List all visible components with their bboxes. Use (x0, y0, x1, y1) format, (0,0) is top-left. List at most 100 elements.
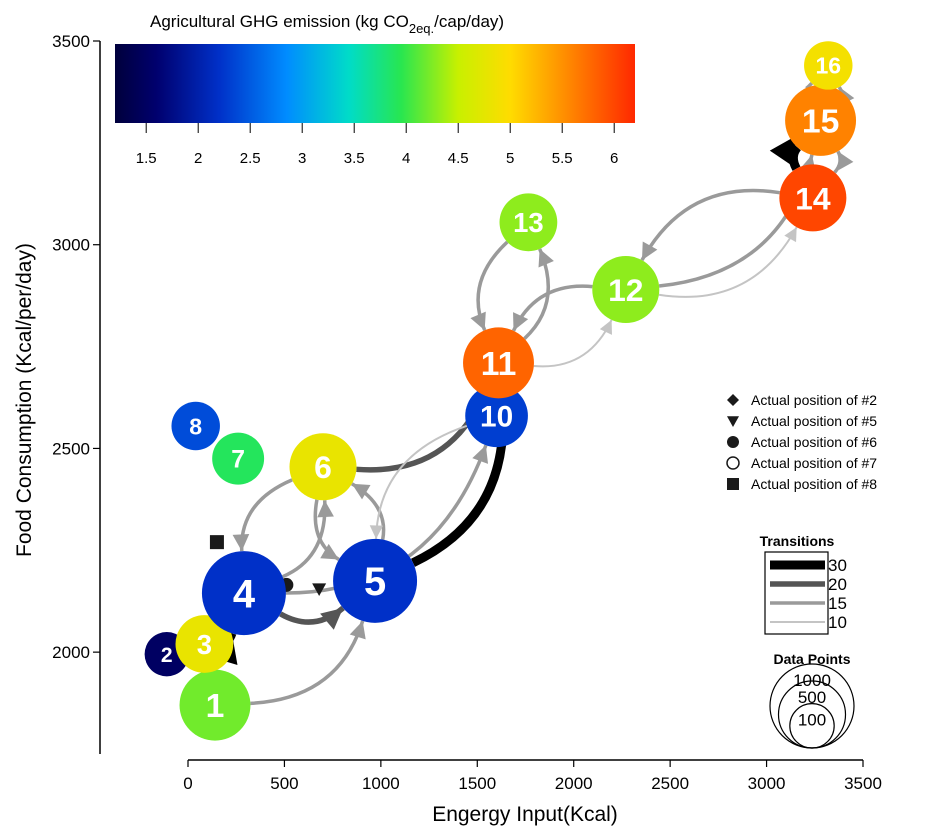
transition-15-to-14 (769, 136, 802, 171)
transition-11-to-12 (533, 319, 613, 368)
colorbar-ticks: 1.5 2 2.5 3 3.5 4 4.5 5 5.5 6 (136, 123, 618, 167)
y-tick-label: 2500 (52, 439, 90, 458)
state-node-circle (212, 432, 265, 485)
colorbar-tick-label: 1.5 (136, 150, 157, 167)
legend-marker (726, 456, 740, 470)
state-node-16: 16 (804, 41, 853, 90)
state-node-circle (804, 41, 853, 90)
transition-line (511, 284, 593, 332)
legend-marker (727, 416, 739, 427)
transitions-legend-label: 20 (828, 575, 847, 594)
transition-arrowhead (472, 445, 489, 464)
transition-arrowhead (837, 151, 854, 171)
colorbar-tick-label: 5 (506, 150, 514, 167)
state-node-label: 4 (233, 572, 255, 616)
actual-position-legend: Actual position of #2 Actual position of … (726, 392, 877, 492)
transition-arrowhead (784, 227, 797, 243)
state-node-10: 10 (465, 384, 528, 448)
y-tick-label: 2000 (52, 643, 90, 662)
state-node-15: 15 (785, 84, 857, 156)
state-node-label: 11 (481, 346, 517, 383)
state-node-8: 8 (171, 401, 220, 451)
transition-arrowhead (232, 534, 250, 552)
legend-label: Actual position of #5 (751, 413, 877, 429)
y-tick-label: 3000 (52, 236, 90, 255)
state-node-5: 5 (333, 538, 418, 623)
transition-4-to-6 (281, 500, 334, 579)
state-node-label: 15 (802, 104, 839, 141)
colorbar-gradient (115, 44, 635, 123)
transition-12-to-14 (658, 226, 798, 298)
state-node-7: 7 (212, 432, 265, 485)
state-node-3: 3 (175, 615, 234, 673)
transition-arrowhead (599, 319, 612, 335)
transition-arrowhead (351, 483, 371, 500)
x-tick-label: 0 (183, 774, 192, 793)
x-ticks: 0 500 1000 1500 2000 2500 3000 3500 (183, 760, 882, 793)
transition-line (375, 424, 468, 539)
colorbar-tick-label: 3.5 (344, 150, 365, 167)
transition-arrowhead (513, 312, 529, 331)
colorbar-tick-label: 5.5 (552, 150, 573, 167)
y-axis-label: Food Consumption (Kcal/per/day) (13, 243, 36, 557)
transition-line (533, 319, 613, 368)
state-node-circle (779, 164, 847, 232)
state-node-label: 10 (480, 401, 513, 434)
x-tick-label: 3500 (844, 774, 882, 793)
transition-4-to-5 (279, 605, 345, 630)
transition-13-to-11 (470, 240, 509, 331)
state-node-circle (785, 84, 857, 156)
transitions-legend-label: 30 (828, 556, 847, 575)
transition-12-to-11 (511, 284, 593, 332)
axes: 0 500 1000 1500 2000 2500 3000 3500 20002500300… (13, 32, 882, 826)
legend-label: Actual position of #6 (751, 434, 877, 450)
transition-line (658, 226, 798, 298)
legend-marker (727, 394, 739, 406)
state-node-label: 14 (795, 180, 831, 216)
state-node-14: 14 (779, 164, 847, 232)
points-legend-label: 500 (798, 688, 826, 707)
x-tick-label: 1000 (362, 774, 400, 793)
x-axis-label: Engergy Input(Kcal) (432, 803, 618, 826)
state-node-circle (289, 433, 357, 501)
transition-line (640, 188, 781, 262)
state-node-circle (499, 193, 558, 252)
colorbar-tick-label: 3 (298, 150, 306, 167)
legend-marker (727, 478, 739, 490)
legend-label: Actual position of #7 (751, 455, 877, 471)
transitions-legend-title: Transitions (760, 533, 835, 549)
y-ticks: 2000 2500 3000 3500 (52, 32, 100, 662)
transition-10-to-5 (369, 424, 468, 539)
transition-arrowhead (349, 620, 366, 640)
y-tick-label: 3500 (52, 32, 90, 51)
x-tick-label: 2500 (651, 774, 689, 793)
transition-14-to-12 (640, 188, 781, 262)
state-node-label: 7 (231, 446, 245, 473)
state-node-circle (201, 551, 286, 636)
state-node-6: 6 (289, 433, 357, 501)
transition-line (250, 620, 365, 706)
transition-arrowhead (369, 525, 384, 539)
transition-6-to-5 (313, 499, 340, 562)
colorbar-tick-label: 2 (194, 150, 202, 167)
state-node-circle (333, 538, 418, 623)
transition-1-to-5 (250, 620, 366, 706)
transition-arrowhead (641, 241, 658, 261)
state-node-circle (179, 669, 251, 741)
legend-marker (727, 436, 739, 448)
state-node-circle (171, 401, 220, 451)
state-node-12: 12 (592, 256, 660, 324)
transition-11-to-13 (523, 248, 554, 340)
colorbar-tick-label: 2.5 (240, 150, 261, 167)
transition-arrowhead (538, 248, 554, 268)
transition-14-to-15 (833, 150, 854, 174)
state-node-11: 11 (463, 327, 534, 399)
legend-label: Actual position of #8 (751, 476, 877, 492)
actual-position-marker (209, 535, 224, 550)
colorbar-tick-label: 4.5 (448, 150, 469, 167)
x-tick-label: 500 (270, 774, 298, 793)
